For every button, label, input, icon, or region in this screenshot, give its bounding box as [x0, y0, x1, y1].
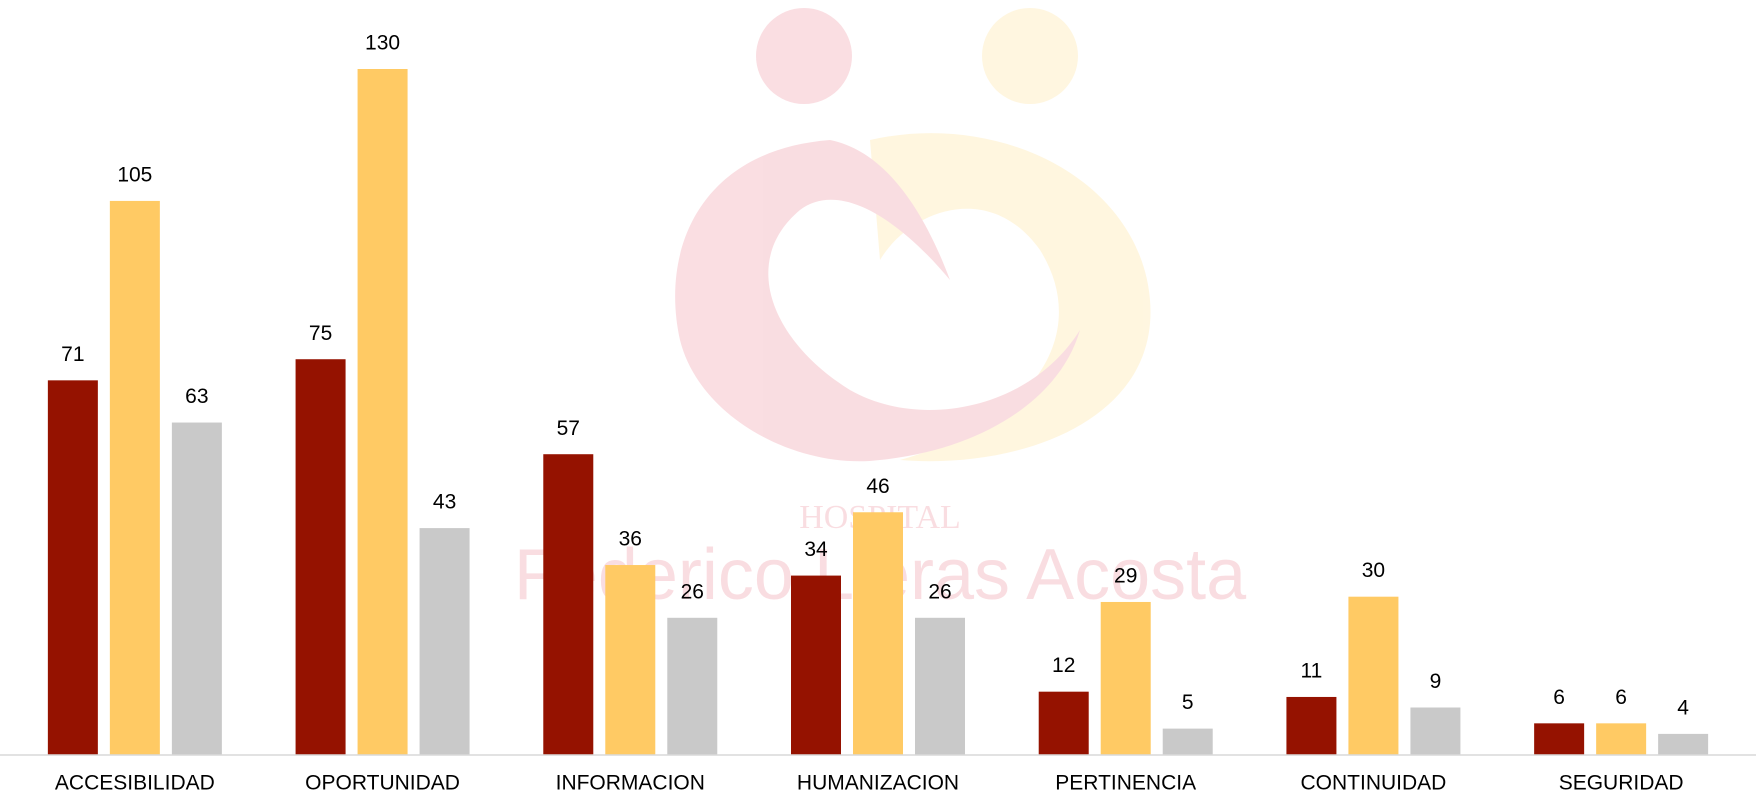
- data-label: 30: [1362, 559, 1385, 582]
- bar: [791, 575, 841, 755]
- bar: [1286, 696, 1337, 755]
- data-label: 46: [866, 475, 889, 498]
- bar: [853, 512, 903, 755]
- x-tick-label: OPORTUNIDAD: [305, 772, 460, 795]
- data-label: 34: [804, 538, 828, 561]
- x-tick-label: SEGURIDAD: [1559, 772, 1684, 795]
- data-label: 6: [1615, 686, 1627, 709]
- data-label: 71: [61, 343, 84, 366]
- data-label: 9: [1430, 670, 1442, 693]
- data-label: 57: [557, 417, 580, 440]
- bar: [171, 422, 222, 755]
- x-tick-label: HUMANIZACION: [797, 772, 959, 795]
- x-tick-label: PERTINENCIA: [1055, 772, 1196, 795]
- data-label: 36: [619, 528, 642, 551]
- data-label: 29: [1114, 565, 1137, 588]
- bar: [419, 528, 470, 755]
- bar: [667, 617, 718, 755]
- bar: [47, 380, 98, 755]
- data-label: 4: [1677, 696, 1689, 719]
- bar: [915, 617, 965, 755]
- x-tick-label: ACCESIBILIDAD: [55, 772, 215, 795]
- data-label: 5: [1182, 691, 1194, 714]
- data-label: 6: [1553, 686, 1565, 709]
- bar: [1038, 691, 1089, 755]
- bar: [1658, 733, 1709, 755]
- x-tick-label: CONTINUIDAD: [1301, 772, 1447, 795]
- bar: [1162, 728, 1213, 755]
- bar: [295, 359, 346, 755]
- data-label: 63: [185, 385, 208, 408]
- data-label: 130: [365, 32, 400, 55]
- data-label: 43: [433, 491, 456, 514]
- bar: [1410, 707, 1461, 755]
- x-tick-label: INFORMACION: [556, 772, 705, 795]
- bar: [1596, 723, 1647, 755]
- data-label: 26: [681, 580, 704, 603]
- bar: [543, 454, 594, 755]
- data-label: 26: [928, 580, 951, 603]
- bar: [1100, 601, 1151, 755]
- bar: [109, 200, 160, 755]
- data-label: 11: [1301, 660, 1323, 683]
- bar: [1348, 596, 1399, 755]
- data-label: 75: [309, 322, 332, 345]
- bar: [357, 69, 408, 755]
- data-label: 105: [117, 163, 152, 186]
- bar: [605, 565, 656, 755]
- data-label: 12: [1052, 654, 1075, 677]
- bar: [1534, 723, 1585, 755]
